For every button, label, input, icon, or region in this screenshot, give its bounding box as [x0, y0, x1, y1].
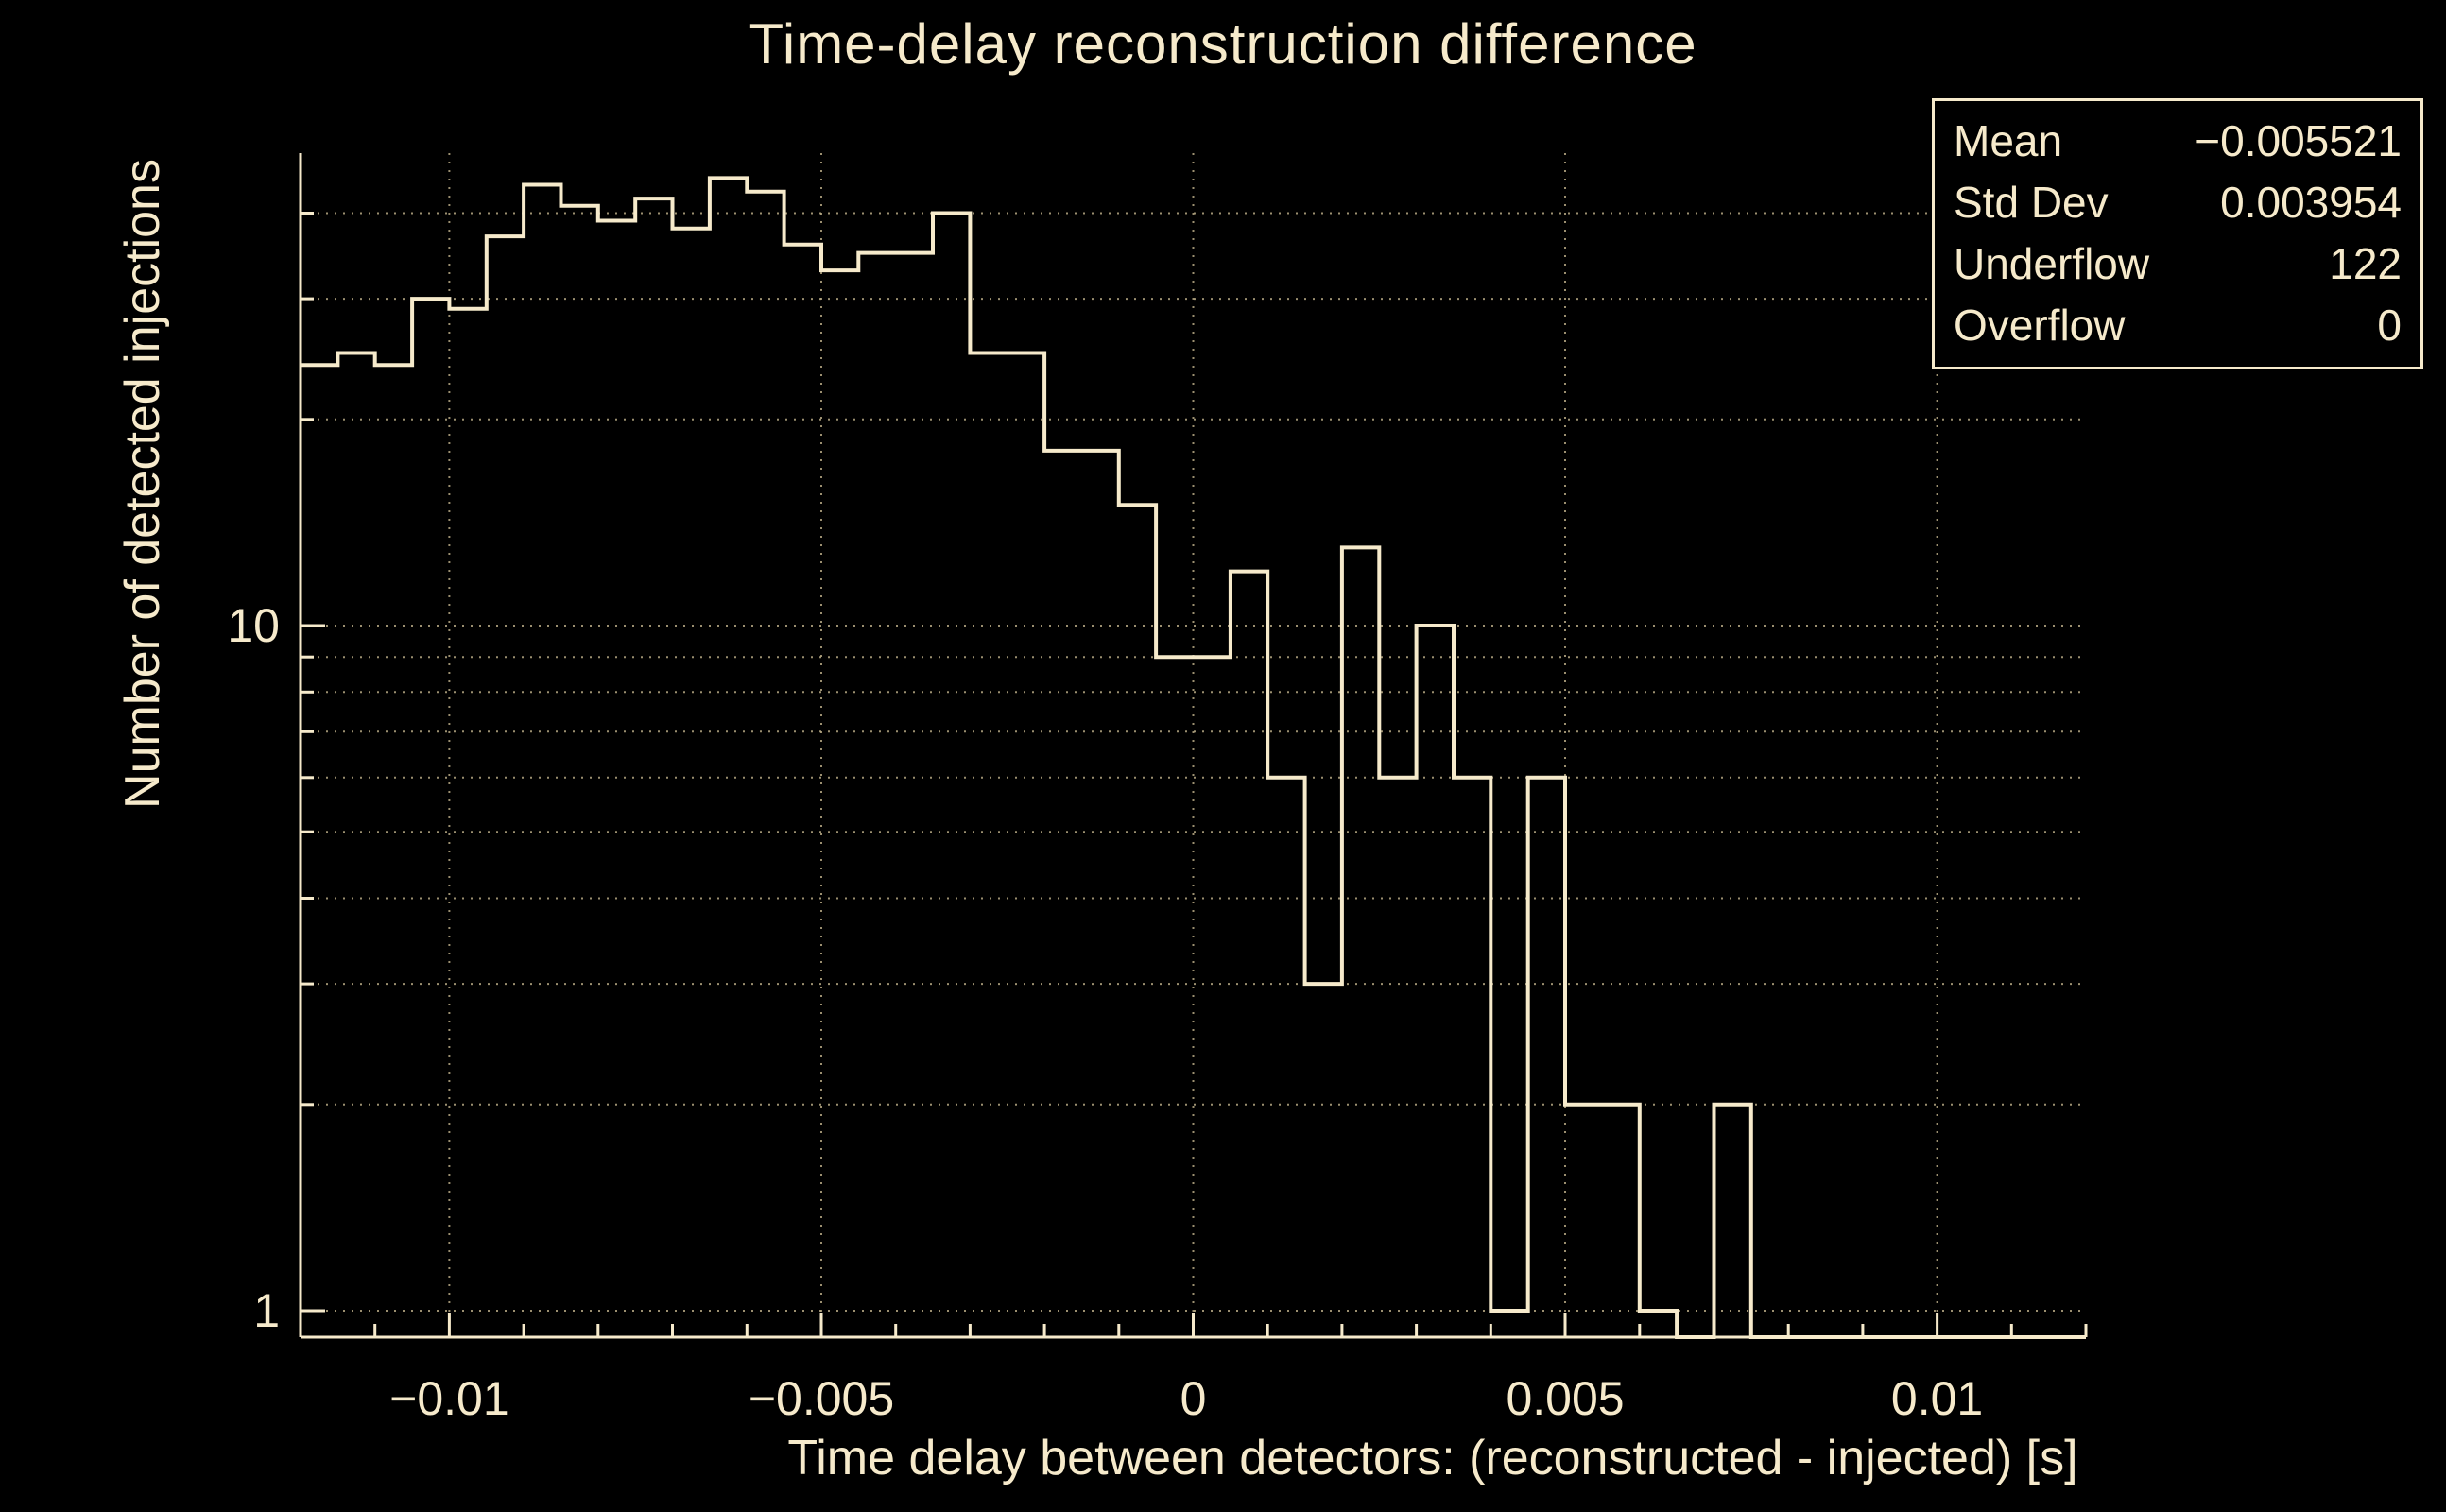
stat-label: Overflow: [1954, 300, 2126, 350]
stat-label: Mean: [1954, 116, 2063, 165]
stats-row: Overflow 0: [1954, 295, 2402, 356]
stat-value: 0.003954: [2220, 177, 2402, 227]
gridlines: [301, 153, 2086, 1337]
x-tick-label: −0.005: [749, 1372, 894, 1425]
histogram: [301, 176, 2086, 1339]
axes: [299, 153, 2086, 1339]
tick-labels: −0.01 −0.005 0 0.005 0.01 10 1: [227, 599, 1983, 1425]
y-tick-label: 10: [227, 599, 280, 652]
y-tick-label: 1: [253, 1284, 280, 1337]
stats-row: Mean −0.005521: [1954, 111, 2402, 172]
stat-label: Underflow: [1954, 238, 2150, 288]
stat-value: 122: [2329, 238, 2402, 288]
x-tick-label: −0.01: [389, 1372, 509, 1425]
stat-label: Std Dev: [1954, 177, 2109, 227]
histogram-line: [301, 176, 2086, 1339]
stat-value: 0: [2377, 300, 2402, 350]
y-axis-title: Number of detected injections: [115, 159, 170, 809]
x-axis-title: Time delay between detectors: (reconstru…: [787, 1431, 2077, 1486]
x-tick-label: 0.005: [1506, 1372, 1624, 1425]
stats-box: Mean −0.005521 Std Dev 0.003954 Underflo…: [1932, 98, 2423, 370]
stats-row: Std Dev 0.003954: [1954, 172, 2402, 233]
chart-title: Time-delay reconstruction difference: [749, 12, 1697, 76]
stats-row: Underflow 122: [1954, 233, 2402, 295]
x-tick-label: 0: [1180, 1372, 1207, 1425]
x-tick-label: 0.01: [1891, 1372, 1983, 1425]
stat-value: −0.005521: [2195, 116, 2402, 165]
